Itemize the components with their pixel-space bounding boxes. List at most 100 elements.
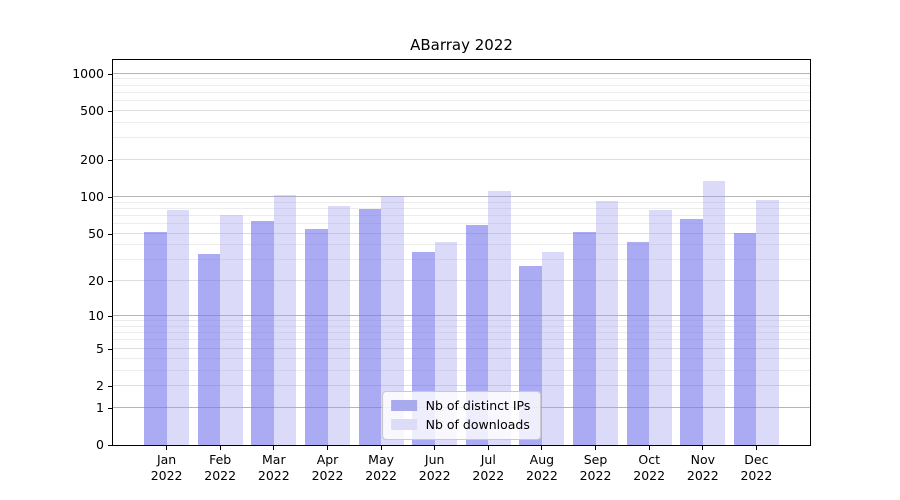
- x-axis-tick-jun: [434, 445, 436, 450]
- y-axis-tick-label-500: 500: [80, 102, 104, 118]
- bar-distinct-ips-jan: [144, 231, 167, 445]
- y-axis-tick-label-1: 1: [96, 399, 104, 415]
- gridline-700: [113, 91, 810, 93]
- x-axis-tick-dec: [755, 445, 757, 450]
- gridline-80: [113, 207, 810, 209]
- plot-area: Nb of distinct IPs Nb of downloads: [112, 59, 811, 446]
- bar-distinct-ips-dec: [733, 232, 757, 445]
- bar-distinct-ips-mar: [251, 220, 274, 445]
- gridline-600: [113, 100, 810, 101]
- y-axis-tick-5: [108, 348, 113, 350]
- bar-downloads-dec: [756, 200, 779, 445]
- y-axis-tick-200: [108, 159, 113, 162]
- gridline-7: [113, 332, 810, 334]
- gridline-300: [113, 137, 810, 139]
- gridline-10: [113, 315, 810, 317]
- gridline-20: [113, 280, 810, 282]
- x-axis-label-jun: Jun 2022: [418, 452, 451, 483]
- bar-downloads-nov: [702, 180, 726, 445]
- gridline-40: [113, 244, 810, 246]
- y-axis-tick-label-1000: 1000: [72, 65, 104, 81]
- gridline-400: [113, 121, 810, 123]
- bar-distinct-ips-oct: [626, 241, 650, 445]
- y-axis-tick-500: [108, 110, 113, 112]
- gridline-50: [113, 232, 810, 234]
- chart-title: ABarray 2022: [410, 36, 513, 54]
- bar-distinct-ips-apr: [305, 228, 328, 445]
- y-axis-tick-label-100: 100: [80, 188, 104, 204]
- gridline-100: [113, 195, 810, 197]
- x-axis-tick-jan: [166, 445, 168, 450]
- bar-downloads-feb: [220, 215, 243, 445]
- x-axis-label-feb: Feb 2022: [204, 452, 237, 483]
- x-axis-tick-mar: [273, 445, 275, 450]
- x-axis-label-dec: Dec 2022: [740, 452, 773, 483]
- y-axis-tick-label-20: 20: [88, 273, 104, 289]
- legend-swatch-distinct-ips: [390, 400, 417, 411]
- gridline-1000: [113, 72, 810, 74]
- bar-distinct-ips-may: [358, 208, 382, 445]
- gridline-70: [113, 214, 810, 216]
- bar-downloads-sep: [595, 200, 618, 445]
- gridline-4: [113, 357, 810, 359]
- x-axis-label-apr: Apr 2022: [311, 452, 344, 483]
- bar-downloads-mar: [273, 195, 297, 445]
- bar-distinct-ips-nov: [680, 218, 703, 445]
- y-axis-tick-label-50: 50: [88, 225, 104, 241]
- x-axis-tick-may: [380, 445, 382, 450]
- gridline-30: [113, 259, 810, 261]
- y-axis-tick-label-5: 5: [96, 340, 104, 356]
- legend: Nb of distinct IPs Nb of downloads: [381, 391, 542, 440]
- legend-row-distinct-ips: Nb of distinct IPs: [390, 398, 531, 413]
- bar-distinct-ips-sep: [573, 231, 596, 445]
- x-axis-label-jul: Jul 2022: [472, 452, 505, 483]
- gridline-800: [113, 84, 810, 86]
- x-axis-label-aug: Aug 2022: [525, 452, 558, 483]
- gridline-900: [113, 78, 810, 80]
- y-axis-tick-label-200: 200: [80, 151, 104, 167]
- bar-downloads-jan: [166, 210, 190, 445]
- bar-distinct-ips-jul: [465, 224, 489, 445]
- y-axis-tick-0: [108, 445, 113, 447]
- legend-label-distinct-ips: Nb of distinct IPs: [425, 398, 531, 413]
- legend-swatch-downloads: [390, 419, 417, 430]
- gridline-6: [113, 339, 810, 341]
- x-axis-label-sep: Sep 2022: [579, 452, 612, 483]
- bar-downloads-aug: [541, 252, 565, 445]
- gridline-500: [113, 109, 810, 111]
- bar-downloads-oct: [649, 210, 672, 445]
- gridline-2: [113, 384, 810, 386]
- legend-row-downloads: Nb of downloads: [390, 417, 531, 432]
- gridline-8: [113, 325, 810, 327]
- x-axis-tick-nov: [702, 445, 704, 450]
- x-axis-label-mar: Mar 2022: [257, 452, 290, 483]
- y-axis-tick-10: [108, 316, 113, 318]
- bar-distinct-ips-feb: [197, 253, 221, 445]
- x-axis-tick-sep: [594, 445, 597, 450]
- bar-downloads-jul: [488, 190, 511, 445]
- gridline-60: [113, 223, 810, 224]
- y-axis-tick-20: [108, 281, 113, 283]
- x-axis-tick-feb: [219, 445, 221, 450]
- y-axis-tick-label-2: 2: [96, 377, 104, 393]
- y-axis-tick-2: [108, 385, 113, 388]
- x-axis-label-nov: Nov 2022: [686, 452, 719, 483]
- x-axis-tick-aug: [541, 445, 543, 450]
- gridline-5: [113, 347, 810, 349]
- x-axis-label-jan: Jan 2022: [150, 452, 183, 483]
- y-axis-tick-50: [108, 233, 113, 235]
- x-axis-label-oct: Oct 2022: [633, 452, 666, 483]
- x-axis-tick-apr: [326, 445, 329, 450]
- gridline-90: [113, 201, 810, 203]
- gridline-9: [113, 320, 810, 322]
- y-axis-tick-label-0: 0: [96, 437, 104, 452]
- legend-label-downloads: Nb of downloads: [425, 417, 530, 432]
- y-axis-tick-100: [108, 196, 113, 199]
- bar-downloads-may: [381, 195, 404, 445]
- y-axis-tick-1: [108, 407, 113, 409]
- gridline-200: [113, 158, 810, 160]
- x-axis-tick-oct: [648, 445, 650, 450]
- x-axis-tick-jul: [487, 445, 489, 450]
- y-axis-tick-1000: [108, 73, 113, 75]
